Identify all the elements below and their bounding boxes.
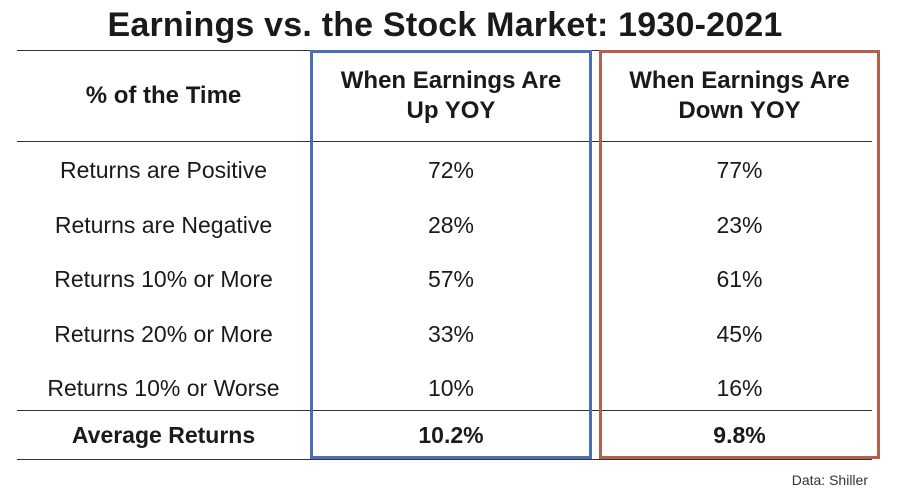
row-label: Returns are Negative: [54, 211, 273, 238]
earnings-table: % of the Time When Earnings Are Up YOY W…: [17, 50, 880, 460]
earnings-down-column-outline: [599, 50, 880, 459]
header-earnings-up: When Earnings Are Up YOY: [340, 66, 562, 124]
row-label: Returns are Positive: [59, 157, 268, 184]
row-down-value: 61%: [716, 266, 763, 293]
data-source: Data: Shiller: [791, 472, 868, 488]
header-earnings-down: When Earnings Are Down YOY: [629, 66, 850, 124]
row-down-value: 16%: [716, 375, 763, 402]
summary-label: Average Returns: [71, 422, 256, 448]
bottom-rule: [17, 459, 872, 460]
row-down-value: 77%: [716, 157, 763, 184]
summary-up-value: 10.2%: [418, 422, 484, 448]
row-up-value: 28%: [427, 211, 475, 238]
chart-title: Earnings vs. the Stock Market: 1930-2021: [107, 6, 783, 44]
summary-down-value: 9.8%: [713, 422, 766, 448]
header-metric: % of the Time: [85, 81, 242, 109]
row-label: Returns 20% or More: [54, 320, 273, 347]
row-up-value: 72%: [427, 157, 475, 184]
row-up-value: 57%: [427, 266, 475, 293]
summary-rule: [17, 410, 872, 411]
earnings-up-column-outline: [310, 50, 592, 459]
row-up-value: 33%: [427, 320, 475, 347]
row-up-value: 10%: [427, 375, 475, 402]
row-label: Returns 10% or Worse: [47, 375, 280, 402]
row-label: Returns 10% or More: [54, 266, 273, 293]
row-down-value: 45%: [716, 320, 763, 347]
row-down-value: 23%: [716, 211, 763, 238]
header-rule: [17, 141, 872, 142]
